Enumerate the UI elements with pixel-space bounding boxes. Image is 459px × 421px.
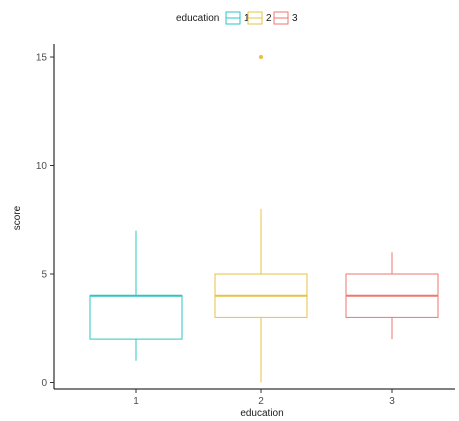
y-tick-label-15: 15 (36, 53, 48, 64)
y-axis-title: score (12, 205, 23, 230)
legend-label-3: 3 (292, 13, 298, 24)
legend-label-1: 1 (244, 13, 250, 24)
box-1-iqr (89, 295, 183, 340)
box-2-outlier-0 (258, 54, 264, 60)
legend-item-2: 2 (247, 11, 272, 25)
legend-item-3: 3 (273, 11, 298, 25)
x-tick-label-3: 3 (389, 396, 395, 407)
legend-label-2: 2 (266, 13, 272, 24)
y-tick-label-5: 5 (41, 270, 47, 281)
y-tick-label-10: 10 (36, 161, 48, 172)
box-2 (214, 54, 308, 383)
x-axis: 1 2 3 (54, 388, 455, 407)
legend-title: education (176, 13, 219, 24)
box-3 (345, 252, 439, 340)
x-tick-label-1: 1 (133, 396, 139, 407)
x-axis-title: education (240, 408, 283, 419)
box-1 (89, 230, 183, 361)
y-axis: 0 5 10 15 (36, 44, 55, 389)
legend-item-1: 1 (225, 11, 250, 25)
legend: education 1 2 3 (176, 11, 298, 25)
y-tick-label-0: 0 (41, 378, 47, 389)
boxes (89, 54, 439, 383)
x-tick-label-2: 2 (258, 396, 264, 407)
